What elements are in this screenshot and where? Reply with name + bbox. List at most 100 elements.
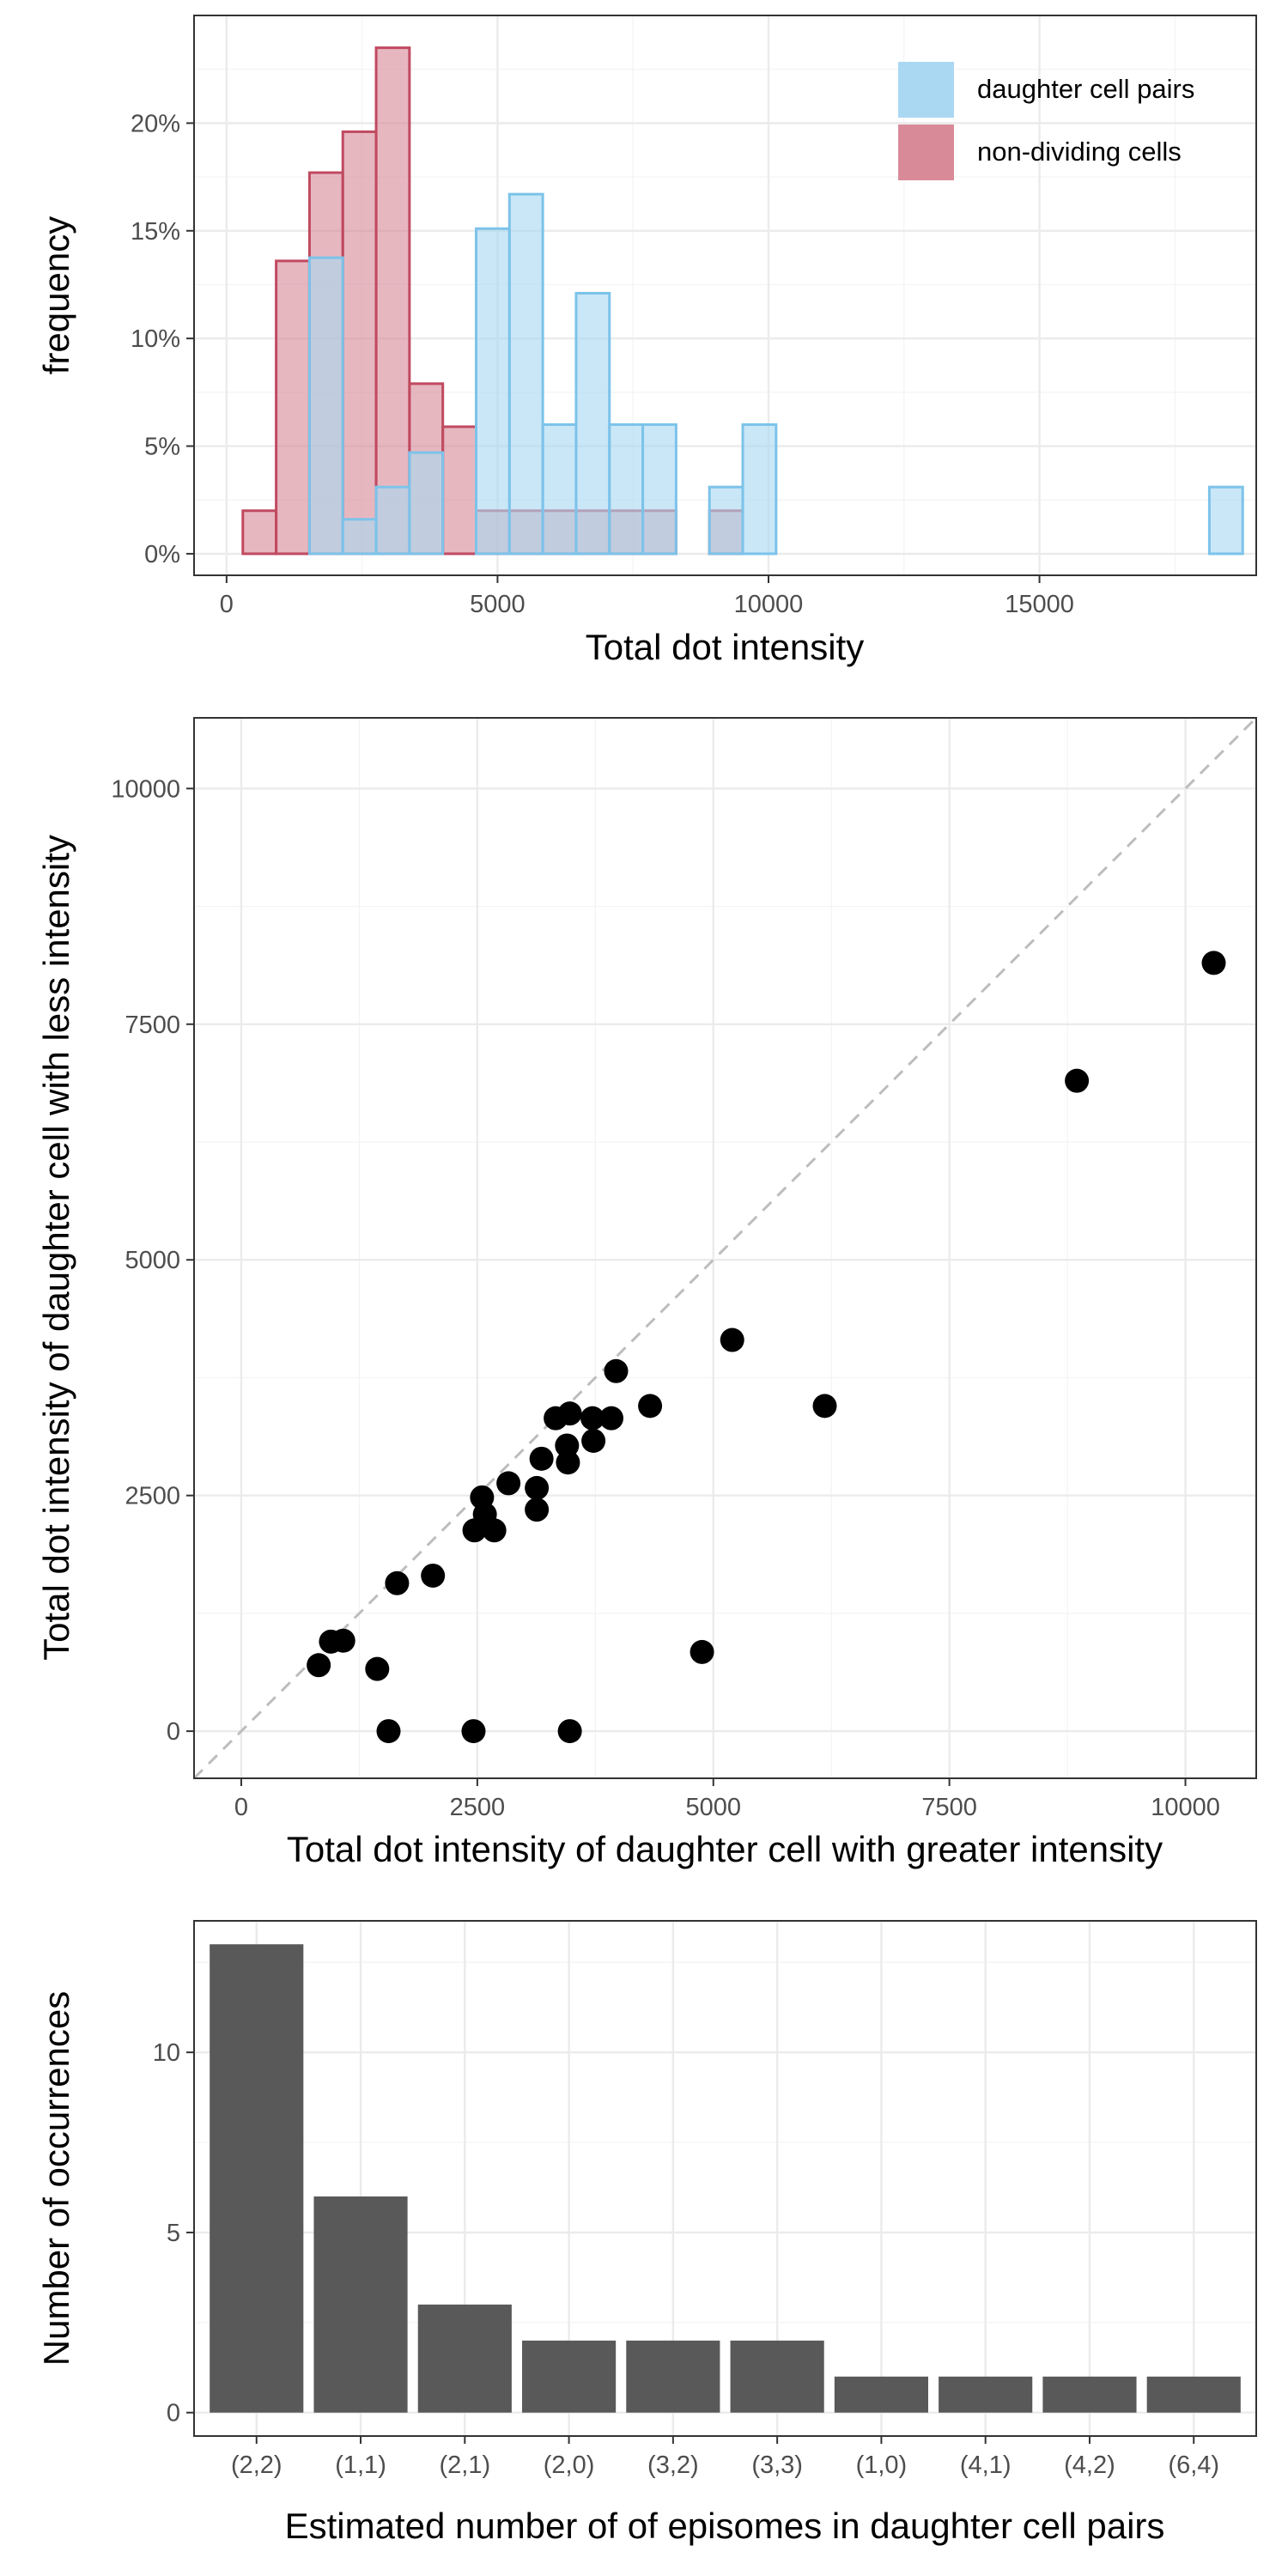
bar (210, 1944, 304, 2413)
histogram-bar-non-dividing (374, 46, 411, 556)
histogram-y-axis-title: frequency (36, 216, 76, 374)
x-tick-label: (3,3) (751, 2451, 803, 2479)
x-tick-label: 10000 (1151, 1794, 1220, 1821)
scatter-point (555, 1433, 580, 1458)
y-tick-label: 20% (131, 110, 180, 137)
y-tick-label: 0 (167, 2400, 180, 2427)
histogram-bar-non-dividing (341, 130, 378, 556)
scatter-point (638, 1394, 663, 1419)
x-tick-label: 2500 (450, 1794, 506, 1821)
scatter-point (482, 1518, 507, 1543)
legend: daughter cell pairs non-dividing cells (898, 62, 1194, 180)
scatter-point (461, 1719, 486, 1744)
x-tick-label: (4,1) (960, 2451, 1012, 2479)
histogram-bars-daughter (307, 192, 1244, 556)
scatter-point (544, 1406, 568, 1431)
histogram-bar-daughter (474, 227, 511, 556)
bar (730, 2340, 824, 2413)
histogram-bar-daughter (741, 422, 778, 556)
histogram-bar-daughter (1207, 485, 1244, 556)
x-tick-label: 5000 (470, 591, 526, 618)
scatter-gridlines (194, 718, 1256, 1778)
histogram-bar-daughter (507, 192, 544, 556)
histogram-bar-non-dividing (441, 425, 477, 556)
histogram-bar-daughter (307, 256, 344, 556)
x-tick-label: 0 (220, 591, 234, 618)
legend-label-non-dividing: non-dividing cells (977, 137, 1182, 167)
bar (834, 2376, 928, 2413)
legend-swatch-daughter (898, 62, 954, 118)
y-tick-label: 5 (167, 2220, 180, 2247)
y-tick-label: 10% (131, 325, 180, 353)
histogram-bar-daughter (541, 422, 578, 556)
scatter-point (1065, 1068, 1090, 1093)
x-tick-label: 10000 (734, 591, 804, 618)
histogram-bar-daughter (408, 451, 445, 556)
x-tick-label: (1,0) (856, 2451, 908, 2479)
histogram-bar-daughter (341, 518, 378, 556)
x-tick-label: (1,1) (335, 2451, 386, 2479)
scatter-point (556, 1450, 580, 1475)
y-tick-label: 7500 (125, 1012, 180, 1039)
y-tick-label: 15% (131, 218, 180, 246)
scatter-point (365, 1656, 390, 1681)
scatter-point (690, 1639, 714, 1664)
bar-y-axis-title: Number of occurrences (36, 1991, 76, 2366)
y-tick-label: 0% (144, 541, 180, 568)
y-tick-label: 10000 (111, 775, 180, 803)
histogram-x-axis-title: Total dot intensity (586, 627, 865, 667)
histogram-bar-non-dividing (275, 259, 311, 556)
scatter-point (580, 1406, 605, 1431)
scatter-point (581, 1428, 606, 1453)
x-tick-label: (2,1) (439, 2451, 490, 2479)
bar-axis-ticks: (2,2) (1,1) (2,1) (2,0) (3,2) (3,3) (1,0) (4,1)… (153, 2039, 1219, 2479)
x-tick-label: (6,4) (1168, 2451, 1219, 2479)
scatter-point (385, 1571, 410, 1595)
scatter-point (599, 1406, 624, 1431)
bar (417, 2304, 512, 2413)
scatter-axis-ticks: 0 2500 5000 7500 10000 0 2500 5000 7500 10000 (111, 775, 1220, 1821)
scatter-point (1201, 951, 1226, 975)
y-tick-label: 5000 (125, 1247, 180, 1274)
bar (1042, 2376, 1137, 2413)
bar (522, 2340, 617, 2413)
scatter-point (376, 1719, 401, 1744)
scatter-panel-border (193, 717, 1257, 1779)
bar-x-axis-title: Estimated number of of episomes in daugh… (285, 2506, 1165, 2546)
scatter-point (557, 1719, 582, 1744)
scatter-point (307, 1653, 331, 1678)
histogram-bar-daughter (708, 485, 744, 556)
histogram-axis-ticks: 0 5000 10000 15000 0% 5% 10% 15% 20% (131, 110, 1074, 618)
y-tick-label: 10 (153, 2039, 180, 2067)
x-tick-label: 0 (234, 1794, 248, 1821)
histogram-panel-border (193, 15, 1257, 576)
scatter-point (604, 1358, 629, 1383)
x-tick-label: (2,2) (231, 2451, 283, 2479)
scatter-point (462, 1518, 487, 1543)
y-tick-label: 2500 (125, 1483, 180, 1510)
scatter-point (421, 1563, 446, 1588)
bar (1146, 2376, 1241, 2413)
bar-panel-border (193, 1920, 1257, 2437)
scatter-point (525, 1498, 550, 1522)
scatter-x-axis-title: Total dot intensity of daughter cell wit… (287, 1829, 1163, 1869)
bar (626, 2340, 720, 2413)
x-tick-label: (3,2) (647, 2451, 699, 2479)
bar (939, 2376, 1033, 2413)
scatter-point (720, 1327, 744, 1352)
x-tick-label: (4,2) (1064, 2451, 1115, 2479)
y-tick-label: 5% (144, 434, 180, 461)
legend-label-daughter: daughter cell pairs (977, 74, 1194, 104)
x-tick-label: 5000 (685, 1794, 741, 1821)
y-tick-label: 0 (167, 1718, 180, 1746)
scatter-points (307, 951, 1226, 1744)
scatter-y-axis-title: Total dot intensity of daughter cell wit… (36, 835, 76, 1661)
scatter-point (319, 1629, 343, 1654)
x-tick-label: 15000 (1005, 591, 1074, 618)
histogram-panel: 0 5000 10000 15000 0% 5% 10% 15% 20% Total dot i… (36, 15, 1257, 667)
x-tick-label: 7500 (921, 1794, 977, 1821)
scatter-point (496, 1471, 521, 1496)
histogram-bar-daughter (641, 422, 677, 556)
scatter-reference-line (192, 716, 1258, 1780)
